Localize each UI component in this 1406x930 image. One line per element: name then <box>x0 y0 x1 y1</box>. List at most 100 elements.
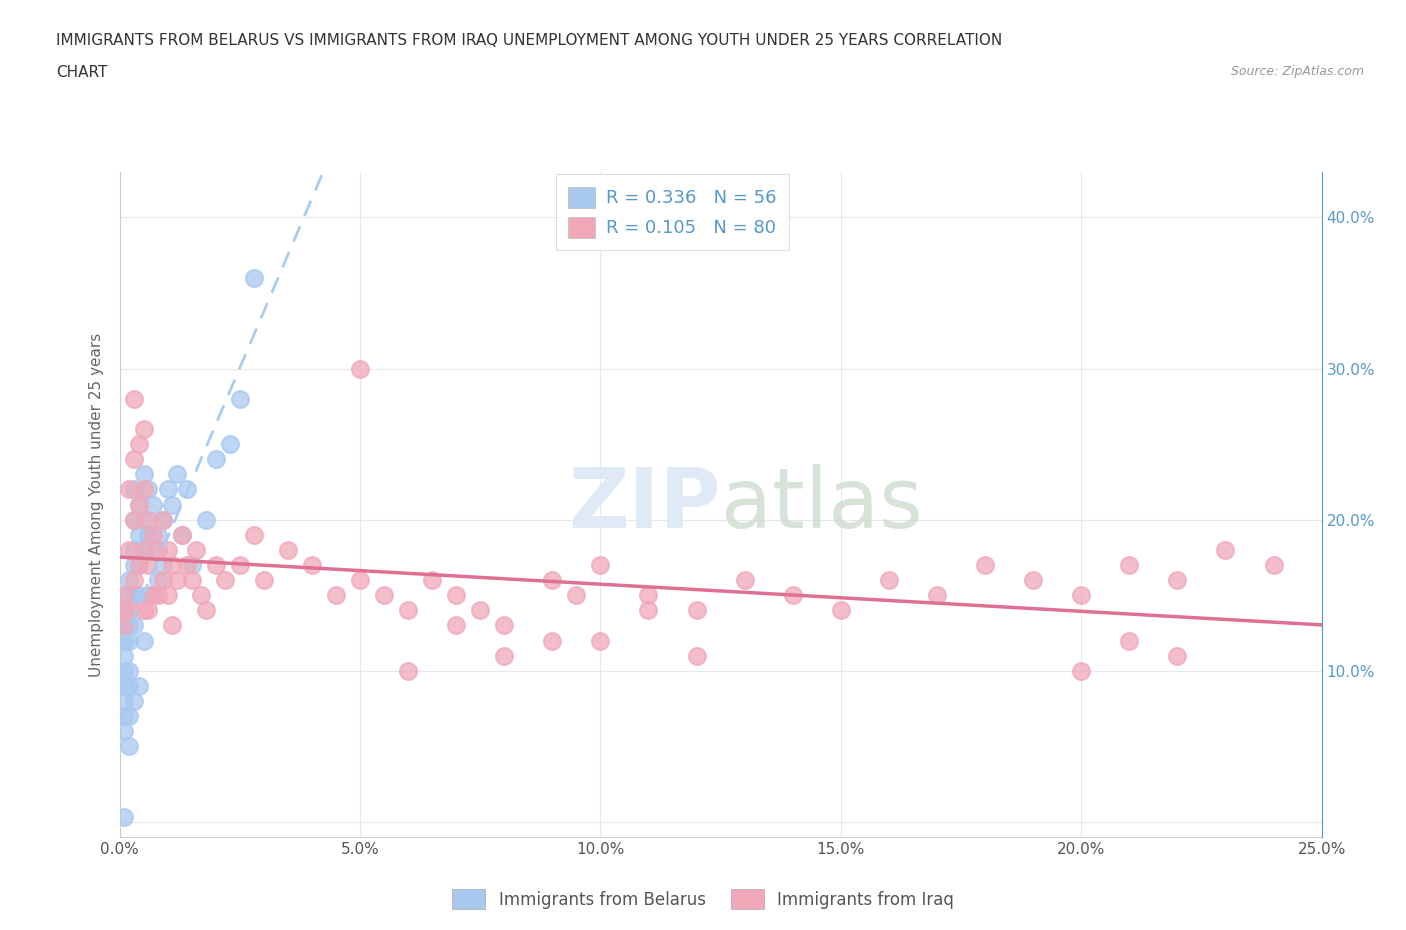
Point <box>118 542 141 557</box>
Point <box>152 573 174 588</box>
Point <box>373 588 395 603</box>
Point <box>1118 558 1140 573</box>
Point <box>1215 542 1237 557</box>
Point <box>138 588 160 603</box>
Point <box>195 603 218 618</box>
Point <box>152 558 174 573</box>
Point <box>138 527 160 542</box>
Point <box>142 542 165 557</box>
Point <box>112 724 135 738</box>
Point <box>253 573 276 588</box>
Point <box>162 498 184 512</box>
Text: atlas: atlas <box>720 464 922 545</box>
Point <box>112 618 135 633</box>
Point <box>118 633 141 648</box>
Point <box>277 542 299 557</box>
Point <box>925 588 948 603</box>
Point <box>1022 573 1045 588</box>
Point <box>128 679 150 694</box>
Point <box>122 542 145 557</box>
Point <box>396 603 419 618</box>
Point <box>349 573 371 588</box>
Point <box>132 633 155 648</box>
Point <box>166 467 188 482</box>
Point <box>132 512 155 527</box>
Point <box>152 512 174 527</box>
Point <box>112 603 135 618</box>
Point <box>1070 588 1092 603</box>
Point <box>146 588 169 603</box>
Point <box>974 558 997 573</box>
Point <box>565 588 588 603</box>
Point <box>128 588 150 603</box>
Point <box>118 738 141 753</box>
Point <box>118 482 141 497</box>
Point <box>132 482 155 497</box>
Point <box>734 573 756 588</box>
Point <box>204 558 226 573</box>
Point <box>156 482 179 497</box>
Point <box>637 603 659 618</box>
Point <box>1070 663 1092 678</box>
Point <box>325 588 347 603</box>
Point <box>112 618 135 633</box>
Point <box>195 512 218 527</box>
Point <box>541 633 564 648</box>
Text: Source: ZipAtlas.com: Source: ZipAtlas.com <box>1230 65 1364 78</box>
Point <box>146 542 169 557</box>
Point <box>146 527 169 542</box>
Point <box>637 588 659 603</box>
Point <box>112 709 135 724</box>
Point <box>138 482 160 497</box>
Point <box>243 527 266 542</box>
Point <box>228 392 252 406</box>
Text: IMMIGRANTS FROM BELARUS VS IMMIGRANTS FROM IRAQ UNEMPLOYMENT AMONG YOUTH UNDER 2: IMMIGRANTS FROM BELARUS VS IMMIGRANTS FR… <box>56 33 1002 47</box>
Point <box>112 633 135 648</box>
Point <box>138 603 160 618</box>
Point <box>132 542 155 557</box>
Point <box>142 498 165 512</box>
Point <box>152 512 174 527</box>
Point <box>112 588 135 603</box>
Point <box>122 588 145 603</box>
Point <box>118 603 141 618</box>
Point <box>494 648 516 663</box>
Point <box>142 527 165 542</box>
Legend: Immigrants from Belarus, Immigrants from Iraq: Immigrants from Belarus, Immigrants from… <box>443 881 963 917</box>
Point <box>122 618 145 633</box>
Point <box>830 603 852 618</box>
Point <box>219 437 242 452</box>
Point <box>156 588 179 603</box>
Y-axis label: Unemployment Among Youth under 25 years: Unemployment Among Youth under 25 years <box>89 332 104 677</box>
Point <box>132 542 155 557</box>
Point <box>118 603 141 618</box>
Point <box>132 467 155 482</box>
Point <box>494 618 516 633</box>
Point <box>162 618 184 633</box>
Point <box>685 648 707 663</box>
Point <box>214 573 236 588</box>
Point <box>685 603 707 618</box>
Point <box>186 542 208 557</box>
Point <box>118 663 141 678</box>
Point <box>444 588 467 603</box>
Point <box>541 573 564 588</box>
Point <box>128 558 150 573</box>
Point <box>128 498 150 512</box>
Point <box>122 512 145 527</box>
Point <box>176 482 198 497</box>
Point <box>1118 633 1140 648</box>
Point <box>128 527 150 542</box>
Point <box>1166 648 1188 663</box>
Point <box>180 573 202 588</box>
Point <box>112 694 135 709</box>
Point <box>118 709 141 724</box>
Point <box>112 648 135 663</box>
Legend: R = 0.336   N = 56, R = 0.105   N = 80: R = 0.336 N = 56, R = 0.105 N = 80 <box>555 175 789 250</box>
Point <box>301 558 323 573</box>
Point <box>396 663 419 678</box>
Point <box>122 694 145 709</box>
Point <box>176 558 198 573</box>
Point <box>589 633 612 648</box>
Point <box>128 437 150 452</box>
